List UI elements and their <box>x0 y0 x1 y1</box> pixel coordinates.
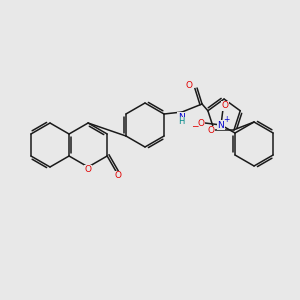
Text: O: O <box>85 166 92 175</box>
Text: O: O <box>186 82 193 91</box>
Text: O: O <box>208 126 214 135</box>
Text: O: O <box>115 171 122 180</box>
Text: O: O <box>197 118 205 127</box>
Text: −: − <box>191 122 199 130</box>
Text: +: + <box>223 116 229 124</box>
Text: H: H <box>178 118 184 127</box>
Text: N: N <box>178 112 184 122</box>
Text: O: O <box>221 101 229 110</box>
Text: N: N <box>218 121 224 130</box>
